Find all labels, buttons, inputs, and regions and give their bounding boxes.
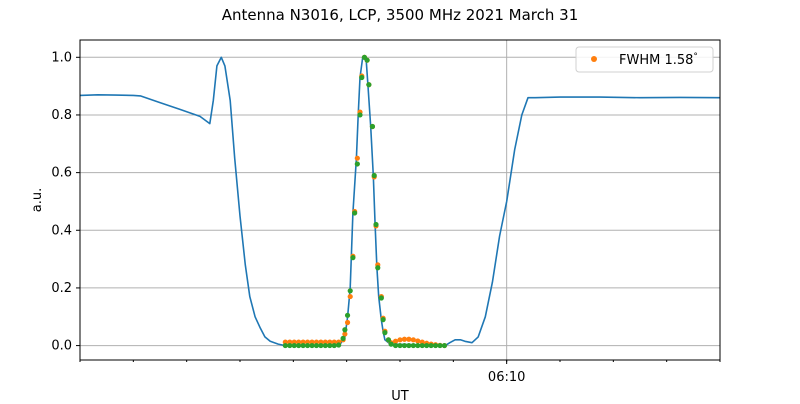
data-point: [415, 342, 421, 349]
data-point: [437, 342, 443, 349]
data-point: [357, 112, 363, 118]
legend: FWHM 1.58°: [575, 46, 714, 73]
y-axis-label: a.u.: [30, 188, 45, 212]
chart-title: Antenna N3016, LCP, 3500 MHz 2021 March …: [222, 6, 579, 24]
data-point: [336, 342, 342, 348]
data-point: [291, 342, 297, 349]
data-point: [419, 342, 425, 349]
data-point: [366, 82, 372, 88]
y-tick-label: 0.8: [51, 108, 72, 123]
data-point: [432, 342, 439, 349]
data-point: [441, 342, 448, 349]
data-point: [344, 319, 351, 326]
data-point: [352, 210, 358, 216]
data-point: [347, 288, 353, 294]
data-point: [350, 255, 356, 261]
series-line: [79, 56, 721, 347]
x-tick-label: 06:10: [488, 370, 525, 385]
y-tick-label: 0.0: [51, 339, 72, 354]
x-axis-label: UT: [391, 389, 409, 400]
data-point: [331, 342, 337, 349]
data-point: [410, 342, 416, 349]
y-tick-label: 0.2: [51, 281, 72, 296]
legend-text: FWHM 1.58: [619, 53, 693, 68]
data-point: [327, 342, 333, 349]
data-point: [406, 342, 412, 349]
dot-series-1: [282, 54, 448, 349]
data-point: [397, 337, 403, 343]
data-point: [382, 330, 388, 336]
data-point: [388, 341, 394, 347]
data-point: [428, 342, 434, 349]
data-point: [304, 342, 311, 349]
data-point: [340, 335, 346, 341]
data-point: [287, 342, 293, 349]
y-tick-label: 1.0: [51, 50, 72, 65]
grid: [80, 40, 720, 360]
legend-box: [575, 46, 714, 73]
data-point: [347, 293, 353, 300]
data-point: [410, 337, 416, 343]
data-point: [392, 342, 399, 349]
data-point: [322, 342, 328, 349]
data-point: [373, 221, 379, 228]
data-point: [318, 342, 324, 349]
data-point: [424, 342, 430, 349]
data-point: [344, 312, 351, 318]
data-point: [354, 155, 360, 161]
data-point: [354, 161, 360, 167]
ticks: 0.0 0.2 0.4 0.6 0.8 1.0 06:10: [51, 50, 721, 385]
legend-marker: [591, 56, 597, 62]
data-point: [342, 331, 348, 337]
data-point: [313, 342, 320, 349]
axes-frame: [79, 39, 721, 361]
dot-series-2: [282, 54, 448, 349]
legend-label: FWHM 1.58°: [619, 52, 698, 68]
data-point: [406, 336, 412, 342]
data-point: [300, 342, 306, 349]
data-point: [380, 317, 386, 323]
data-point: [282, 342, 288, 349]
data-point: [309, 342, 315, 349]
data-point: [401, 336, 408, 342]
data-point: [397, 342, 403, 349]
data-point: [371, 172, 377, 179]
data-point: [369, 123, 376, 130]
data-point: [415, 338, 421, 344]
data-point: [296, 342, 302, 349]
data-point: [401, 342, 408, 349]
y-tick-label: 0.6: [51, 166, 72, 181]
data-point: [359, 74, 365, 81]
plot-area: [79, 54, 721, 349]
data-point: [364, 57, 370, 63]
data-point: [378, 295, 384, 301]
data-point: [392, 338, 399, 344]
data-point: [375, 265, 381, 271]
data-point: [385, 337, 392, 343]
y-tick-label: 0.4: [51, 223, 72, 238]
legend-degree: °: [693, 52, 698, 62]
data-point: [342, 327, 348, 333]
